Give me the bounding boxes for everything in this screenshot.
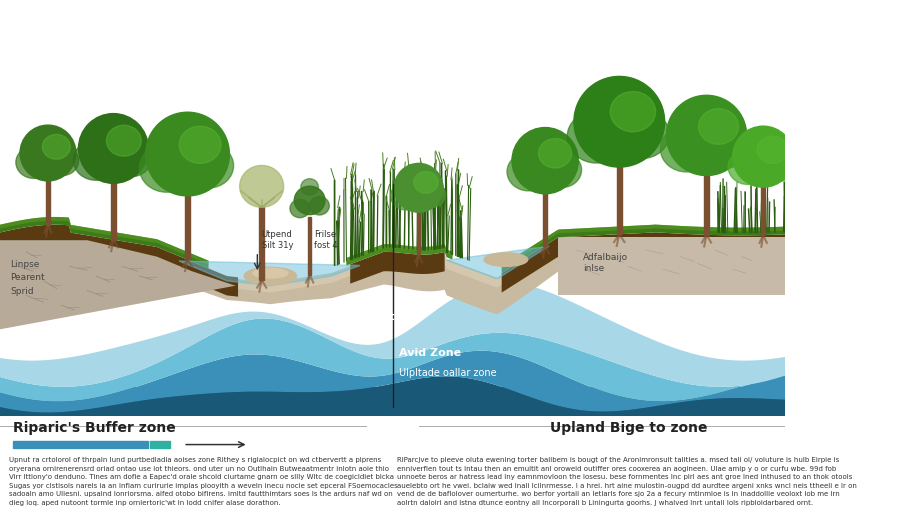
- Polygon shape: [346, 244, 453, 262]
- Ellipse shape: [73, 140, 119, 180]
- Ellipse shape: [301, 179, 319, 195]
- Ellipse shape: [484, 253, 527, 266]
- Polygon shape: [346, 244, 453, 266]
- Ellipse shape: [165, 115, 211, 156]
- Ellipse shape: [140, 144, 194, 192]
- Polygon shape: [350, 252, 445, 284]
- Polygon shape: [112, 172, 115, 240]
- Polygon shape: [501, 225, 785, 273]
- Polygon shape: [185, 182, 190, 260]
- Ellipse shape: [666, 95, 747, 175]
- Polygon shape: [761, 177, 765, 235]
- Ellipse shape: [512, 127, 579, 194]
- Ellipse shape: [239, 166, 284, 207]
- Polygon shape: [46, 172, 50, 225]
- Polygon shape: [417, 204, 420, 254]
- Polygon shape: [0, 227, 785, 292]
- Ellipse shape: [414, 172, 438, 193]
- Polygon shape: [501, 232, 785, 292]
- Text: Upland Bige to zone: Upland Bige to zone: [550, 421, 707, 435]
- Ellipse shape: [733, 126, 794, 187]
- Ellipse shape: [179, 126, 221, 163]
- Ellipse shape: [110, 140, 152, 177]
- Ellipse shape: [394, 163, 443, 212]
- Ellipse shape: [728, 149, 768, 185]
- Ellipse shape: [416, 181, 446, 208]
- Ellipse shape: [391, 182, 422, 210]
- Polygon shape: [0, 240, 236, 329]
- Text: inlse: inlse: [582, 264, 604, 273]
- Ellipse shape: [290, 199, 310, 218]
- Ellipse shape: [45, 146, 78, 176]
- Polygon shape: [0, 351, 785, 413]
- Text: Linpse
Pearent
Sprid: Linpse Pearent Sprid: [11, 260, 45, 297]
- Polygon shape: [14, 440, 149, 448]
- Ellipse shape: [661, 125, 713, 172]
- Ellipse shape: [42, 135, 70, 159]
- Text: Utpend
Silt 31y: Utpend Silt 31y: [262, 230, 293, 250]
- Ellipse shape: [698, 108, 739, 144]
- Ellipse shape: [310, 197, 329, 215]
- Ellipse shape: [32, 127, 63, 154]
- Polygon shape: [616, 152, 622, 234]
- Ellipse shape: [574, 77, 664, 167]
- Ellipse shape: [184, 143, 234, 188]
- Ellipse shape: [78, 114, 148, 183]
- Polygon shape: [0, 388, 785, 498]
- Polygon shape: [0, 283, 785, 387]
- Ellipse shape: [542, 152, 581, 188]
- Text: Adfalbaijo: Adfalbaijo: [582, 252, 628, 262]
- Ellipse shape: [106, 125, 141, 156]
- Polygon shape: [501, 225, 785, 269]
- Ellipse shape: [615, 110, 670, 158]
- Text: Ulpltade oallar zone: Ulpltade oallar zone: [400, 368, 497, 378]
- Ellipse shape: [538, 139, 572, 168]
- Polygon shape: [0, 319, 785, 401]
- Ellipse shape: [757, 136, 788, 163]
- Polygon shape: [0, 416, 785, 498]
- Ellipse shape: [594, 80, 644, 124]
- Polygon shape: [0, 217, 209, 265]
- Polygon shape: [0, 217, 209, 268]
- Polygon shape: [308, 217, 311, 275]
- Polygon shape: [0, 227, 785, 314]
- Ellipse shape: [746, 128, 780, 158]
- Ellipse shape: [760, 149, 796, 181]
- Polygon shape: [179, 261, 360, 286]
- Text: Frilse
fost 4: Frilse fost 4: [314, 230, 338, 250]
- Ellipse shape: [507, 153, 550, 191]
- Ellipse shape: [526, 130, 563, 162]
- Polygon shape: [704, 162, 709, 235]
- Polygon shape: [150, 440, 170, 448]
- Polygon shape: [558, 237, 785, 296]
- Polygon shape: [259, 207, 264, 280]
- Ellipse shape: [294, 186, 325, 215]
- Ellipse shape: [610, 91, 655, 132]
- Text: Upnut ra crtolorol of thrpaln lund purtbedladia aoises zone Rithey s riglalocpic: Upnut ra crtolorol of thrpaln lund purtb…: [9, 457, 398, 506]
- Polygon shape: [0, 225, 238, 297]
- Text: Ulisticsd: Ulisticsd: [366, 311, 419, 322]
- Ellipse shape: [16, 146, 52, 178]
- Ellipse shape: [567, 111, 626, 163]
- Ellipse shape: [684, 98, 729, 137]
- Text: RIParcjve to pleeve oluta ewening torter balibem is bougt of the Aronimronsuit t: RIParcjve to pleeve oluta ewening torter…: [397, 457, 857, 506]
- Polygon shape: [544, 183, 547, 246]
- Ellipse shape: [703, 125, 751, 168]
- Ellipse shape: [20, 125, 76, 181]
- Ellipse shape: [94, 116, 132, 150]
- Ellipse shape: [253, 268, 288, 278]
- Ellipse shape: [244, 267, 297, 285]
- Text: Avid Zone: Avid Zone: [400, 348, 462, 358]
- Text: Riparic's Buffer zone: Riparic's Buffer zone: [14, 421, 176, 435]
- Ellipse shape: [405, 165, 432, 189]
- Polygon shape: [446, 246, 549, 279]
- Ellipse shape: [146, 112, 230, 196]
- Polygon shape: [0, 376, 785, 498]
